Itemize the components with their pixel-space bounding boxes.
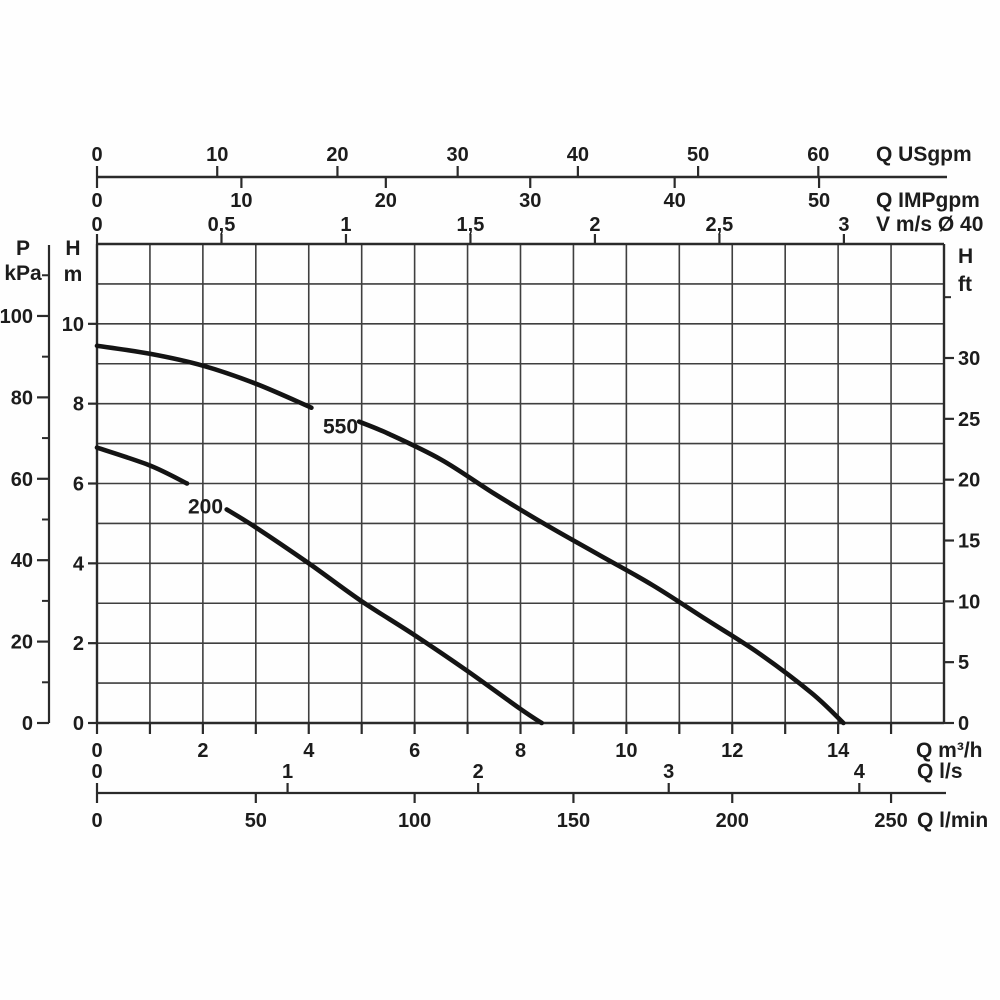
q-m3h-tick-label: 14 bbox=[827, 740, 850, 762]
pressure-tick-label: 40 bbox=[11, 550, 33, 572]
q-lmin-tick-label: 150 bbox=[557, 810, 590, 832]
usgpm-tick-label: 10 bbox=[206, 144, 228, 166]
head-ft-tick-label: 25 bbox=[958, 409, 980, 431]
head-m-tick-label: 2 bbox=[73, 633, 84, 655]
usgpm-tick-label: 50 bbox=[687, 144, 709, 166]
curve-label-200: 200 bbox=[188, 495, 223, 518]
velocity-tick-label: 1 bbox=[340, 214, 351, 236]
curve-segment-550 bbox=[94, 343, 314, 410]
head-ft-axis-unit: ft bbox=[958, 273, 972, 296]
impgpm-tick-label: 40 bbox=[664, 190, 686, 212]
head-ft-tick-label: 5 bbox=[958, 652, 969, 674]
usgpm-tick-label: 40 bbox=[567, 144, 589, 166]
velocity-tick-label: 0,5 bbox=[208, 214, 236, 236]
pressure-tick-label: 80 bbox=[11, 387, 33, 409]
q-ls-unit-label: Q l/s bbox=[917, 760, 963, 783]
head-ft-axis-title: H bbox=[958, 245, 973, 268]
pump-curve-550: 550 bbox=[94, 343, 846, 726]
impgpm-tick-label: 50 bbox=[808, 190, 830, 212]
usgpm-tick-label: 20 bbox=[326, 144, 348, 166]
impgpm-tick-label: 30 bbox=[519, 190, 541, 212]
q-lmin-axis: 0 50 100 150 200 250 Q l/min bbox=[91, 793, 988, 832]
impgpm-tick-label: 0 bbox=[91, 190, 102, 212]
bottom-flow-axes: 0 1 2 3 4 Q l/s 0 50 100 150 200 250 Q l/min bbox=[91, 760, 988, 832]
head-m-axis-unit: m bbox=[64, 263, 83, 286]
q-m3h-tick-label: 6 bbox=[409, 740, 420, 762]
velocity-unit-label: V m/s Ø 40 bbox=[876, 213, 983, 236]
q-lmin-tick-label: 0 bbox=[91, 810, 102, 832]
q-m3h-tick-label: 8 bbox=[515, 740, 526, 762]
pressure-tick-label: 100 bbox=[0, 306, 33, 328]
velocity-tick-label: 0 bbox=[91, 214, 102, 236]
q-lmin-tick-label: 50 bbox=[245, 810, 267, 832]
head-m-axis-title: H bbox=[65, 237, 80, 260]
head-ft-axis: 0 5 10 15 20 25 30 Hft bbox=[944, 245, 980, 735]
q-m3h-tick-label: 2 bbox=[197, 740, 208, 762]
head-ft-tick-label: 10 bbox=[958, 591, 980, 613]
pressure-axis-title: P bbox=[16, 237, 30, 260]
q-lmin-tick-label: 100 bbox=[398, 810, 431, 832]
q-m3h-tick-label: 10 bbox=[615, 740, 637, 762]
q-ls-tick-label: 4 bbox=[854, 761, 866, 783]
q-m3h-tick-label: 12 bbox=[721, 740, 743, 762]
head-m-axis: 0 2 4 6 8 10 Hm bbox=[62, 237, 97, 735]
impgpm-tick-label: 10 bbox=[230, 190, 252, 212]
head-ft-tick-label: 0 bbox=[958, 713, 969, 735]
q-ls-tick-label: 3 bbox=[663, 761, 674, 783]
velocity-tick-label: 3 bbox=[838, 214, 849, 236]
q-m3h-axis: 0 2 4 6 8 10 12 14 Q m³/h bbox=[91, 723, 983, 762]
q-lmin-tick-label: 200 bbox=[716, 810, 749, 832]
q-m3h-tick-label: 4 bbox=[303, 740, 315, 762]
velocity-axis: 0 0,5 1 1,5 2 2,5 3 V m/s Ø 40 bbox=[91, 213, 983, 244]
curve-segment-200 bbox=[94, 445, 190, 486]
velocity-tick-label: 2,5 bbox=[706, 214, 734, 236]
curve-label-550: 550 bbox=[323, 416, 358, 439]
impgpm-unit-label: Q IMPgpm bbox=[876, 189, 980, 212]
pressure-axis-unit: kPa bbox=[4, 262, 42, 285]
pump-curve-200: 200 bbox=[94, 445, 544, 726]
q-m3h-tick-label: 0 bbox=[91, 740, 102, 762]
top-gpm-axes: 0 10 20 30 40 50 60 Q USgpm 0 10 20 30 40 50 Q IMPgpm bbox=[91, 143, 979, 212]
usgpm-unit-label: Q USgpm bbox=[876, 143, 972, 166]
head-m-tick-label: 4 bbox=[73, 553, 85, 575]
q-ls-tick-label: 0 bbox=[91, 761, 102, 783]
usgpm-axis: 0 10 20 30 40 50 60 Q USgpm bbox=[91, 143, 972, 177]
head-m-tick-label: 8 bbox=[73, 394, 84, 416]
velocity-tick-label: 2 bbox=[589, 214, 600, 236]
q-lmin-tick-label: 250 bbox=[874, 810, 907, 832]
curve-segment-550 bbox=[356, 419, 846, 726]
q-lmin-unit-label: Q l/min bbox=[917, 809, 988, 832]
head-m-tick-label: 0 bbox=[73, 713, 84, 735]
usgpm-tick-label: 30 bbox=[447, 144, 469, 166]
q-ls-tick-label: 2 bbox=[473, 761, 484, 783]
usgpm-tick-label: 0 bbox=[91, 144, 102, 166]
head-ft-tick-label: 30 bbox=[958, 348, 980, 370]
q-m3h-unit-label: Q m³/h bbox=[916, 739, 983, 762]
q-ls-tick-label: 1 bbox=[282, 761, 293, 783]
velocity-tick-label: 1,5 bbox=[457, 214, 485, 236]
grid bbox=[96, 243, 945, 724]
pressure-tick-label: 0 bbox=[22, 713, 33, 735]
head-ft-tick-label: 20 bbox=[958, 470, 980, 492]
head-m-tick-label: 6 bbox=[73, 474, 84, 496]
impgpm-axis: 0 10 20 30 40 50 Q IMPgpm bbox=[91, 177, 980, 212]
impgpm-tick-label: 20 bbox=[375, 190, 397, 212]
usgpm-tick-label: 60 bbox=[807, 144, 829, 166]
q-ls-axis: 0 1 2 3 4 Q l/s bbox=[91, 760, 963, 793]
pressure-tick-label: 60 bbox=[11, 469, 33, 491]
head-m-tick-label: 10 bbox=[62, 314, 84, 336]
pressure-tick-label: 20 bbox=[11, 632, 33, 654]
head-ft-tick-label: 15 bbox=[958, 531, 980, 553]
curve-segment-200 bbox=[224, 507, 544, 726]
